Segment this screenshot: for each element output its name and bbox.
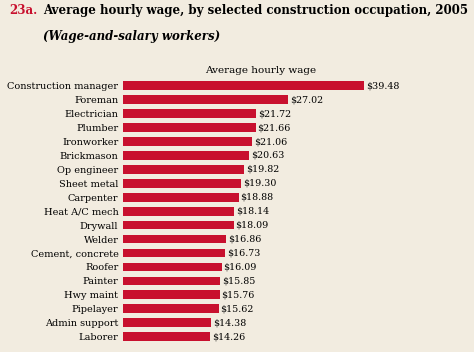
Text: Average hourly wage: Average hourly wage xyxy=(205,66,316,75)
Text: $15.85: $15.85 xyxy=(222,276,255,285)
Bar xyxy=(123,123,255,132)
Text: $21.72: $21.72 xyxy=(258,109,291,118)
Bar xyxy=(123,179,241,188)
Text: $27.02: $27.02 xyxy=(290,95,323,104)
Bar xyxy=(123,95,288,104)
Bar xyxy=(123,332,210,341)
Text: $16.09: $16.09 xyxy=(223,263,257,271)
Text: $14.38: $14.38 xyxy=(213,318,246,327)
Bar xyxy=(123,109,256,118)
Bar xyxy=(123,151,249,160)
Text: $19.82: $19.82 xyxy=(246,165,279,174)
Text: $21.66: $21.66 xyxy=(257,123,291,132)
Bar xyxy=(123,137,252,146)
Bar xyxy=(123,277,220,285)
Text: $18.14: $18.14 xyxy=(236,207,269,216)
Bar xyxy=(123,249,226,257)
Text: $16.73: $16.73 xyxy=(227,249,261,258)
Bar xyxy=(123,193,238,202)
Text: $18.88: $18.88 xyxy=(240,193,273,202)
Bar xyxy=(123,263,221,271)
Bar xyxy=(123,290,219,299)
Text: (Wage-and-salary workers): (Wage-and-salary workers) xyxy=(43,30,220,43)
Bar xyxy=(123,304,219,313)
Bar xyxy=(123,318,211,327)
Text: Average hourly wage, by selected construction occupation, 2005: Average hourly wage, by selected constru… xyxy=(43,4,468,17)
Text: $19.30: $19.30 xyxy=(243,179,276,188)
Text: $16.86: $16.86 xyxy=(228,234,262,244)
Text: $21.06: $21.06 xyxy=(254,137,287,146)
Text: 23a.: 23a. xyxy=(9,4,38,17)
Bar xyxy=(123,81,365,90)
Bar xyxy=(123,165,244,174)
Text: $18.09: $18.09 xyxy=(236,221,269,230)
Text: $15.76: $15.76 xyxy=(221,290,255,299)
Bar xyxy=(123,221,234,230)
Text: $14.26: $14.26 xyxy=(212,332,246,341)
Bar xyxy=(123,207,234,215)
Text: $15.62: $15.62 xyxy=(220,304,254,313)
Bar xyxy=(123,235,226,243)
Text: $20.63: $20.63 xyxy=(251,151,284,160)
Text: $39.48: $39.48 xyxy=(366,81,400,90)
